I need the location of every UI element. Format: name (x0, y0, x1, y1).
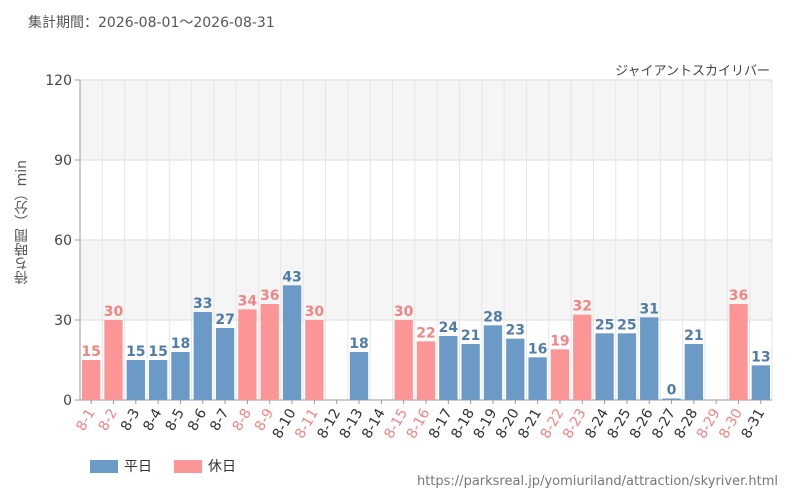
bar (729, 304, 748, 400)
bar-value-label: 30 (305, 304, 325, 320)
x-tick-label: 8-6 (185, 406, 210, 434)
bar (684, 344, 704, 400)
x-tick-label: 8-4 (140, 406, 165, 434)
bar (550, 349, 570, 400)
bar-value-label: 36 (729, 288, 748, 304)
bar-value-label: 15 (148, 344, 167, 360)
bar-value-label: 34 (238, 293, 258, 309)
bar-value-label: 13 (751, 349, 770, 365)
x-tick-label: 8-31 (739, 406, 769, 442)
bar-value-label: 25 (595, 317, 614, 333)
x-tick-label: 8-1 (73, 406, 98, 434)
bar-value-label: 27 (215, 312, 234, 328)
bar-value-label: 19 (550, 333, 569, 349)
bar (282, 285, 302, 400)
bar (595, 333, 614, 400)
bar-value-label: 31 (639, 301, 658, 317)
bar (573, 314, 592, 400)
source-url: https://parksreal.jp/yomiuriland/attract… (416, 474, 778, 489)
bar (104, 320, 123, 400)
bar (126, 360, 145, 400)
bar (148, 360, 168, 400)
bar (171, 352, 190, 400)
bar-value-label: 22 (416, 325, 435, 341)
bar-value-label: 15 (126, 344, 145, 360)
y-tick-label: 120 (45, 73, 72, 89)
bar (305, 320, 324, 400)
x-tick-label: 8-3 (118, 406, 143, 434)
bar (461, 344, 480, 400)
x-tick-label: 8-2 (96, 406, 121, 434)
bar (483, 325, 503, 400)
bar-value-label: 30 (104, 304, 124, 320)
bar (439, 336, 458, 400)
x-tick-label: 8-5 (163, 406, 188, 434)
legend-holiday-label: 休日 (208, 459, 236, 475)
bar (528, 357, 547, 400)
bar-value-label: 33 (193, 296, 212, 312)
bar (640, 317, 659, 400)
bar-value-label: 21 (684, 328, 703, 344)
bar (215, 328, 235, 400)
bar-value-label: 15 (81, 344, 100, 360)
bar (193, 312, 212, 400)
legend-weekday-label: 平日 (124, 459, 152, 475)
bar-value-label: 30 (394, 304, 414, 320)
bar-value-label: 36 (260, 288, 279, 304)
y-tick-label: 90 (54, 153, 72, 169)
bar (751, 365, 770, 400)
bar-value-label: 23 (506, 323, 525, 339)
x-tick-label: 8-7 (207, 406, 232, 434)
legend-item-holiday: 休日 (174, 456, 236, 476)
x-tick-label: 8-8 (230, 406, 255, 434)
grid-band (80, 80, 772, 160)
bar-value-label: 32 (573, 299, 592, 315)
collection-period: 集計期間：2026-08-01～2026-08-31 (28, 15, 275, 31)
bar (506, 338, 525, 400)
bar-value-label: 18 (171, 336, 190, 352)
bar (394, 320, 413, 400)
bar-value-label: 43 (282, 269, 301, 285)
holiday-swatch (174, 459, 202, 473)
bar (617, 333, 637, 400)
bar (238, 309, 257, 400)
y-tick-label: 0 (63, 393, 72, 409)
bar-value-label: 21 (461, 328, 480, 344)
bar (416, 341, 436, 400)
attraction-name: ジャイアントスカイリバー (615, 64, 770, 79)
legend-item-weekday: 平日 (90, 456, 152, 476)
bar (349, 352, 369, 400)
bar-value-label: 28 (483, 309, 502, 325)
bar-value-label: 18 (349, 336, 368, 352)
legend: 平日 休日 (90, 456, 236, 476)
bar-value-label: 0 (667, 383, 677, 399)
bar (82, 360, 101, 400)
weekday-swatch (90, 459, 118, 473)
grid-band (80, 240, 772, 320)
bar (260, 304, 279, 400)
bar-value-label: 25 (617, 317, 636, 333)
bar-value-label: 24 (439, 320, 459, 336)
y-tick-label: 60 (54, 233, 72, 249)
y-tick-label: 30 (54, 313, 72, 329)
bar (662, 398, 681, 400)
bar-value-label: 16 (528, 341, 547, 357)
